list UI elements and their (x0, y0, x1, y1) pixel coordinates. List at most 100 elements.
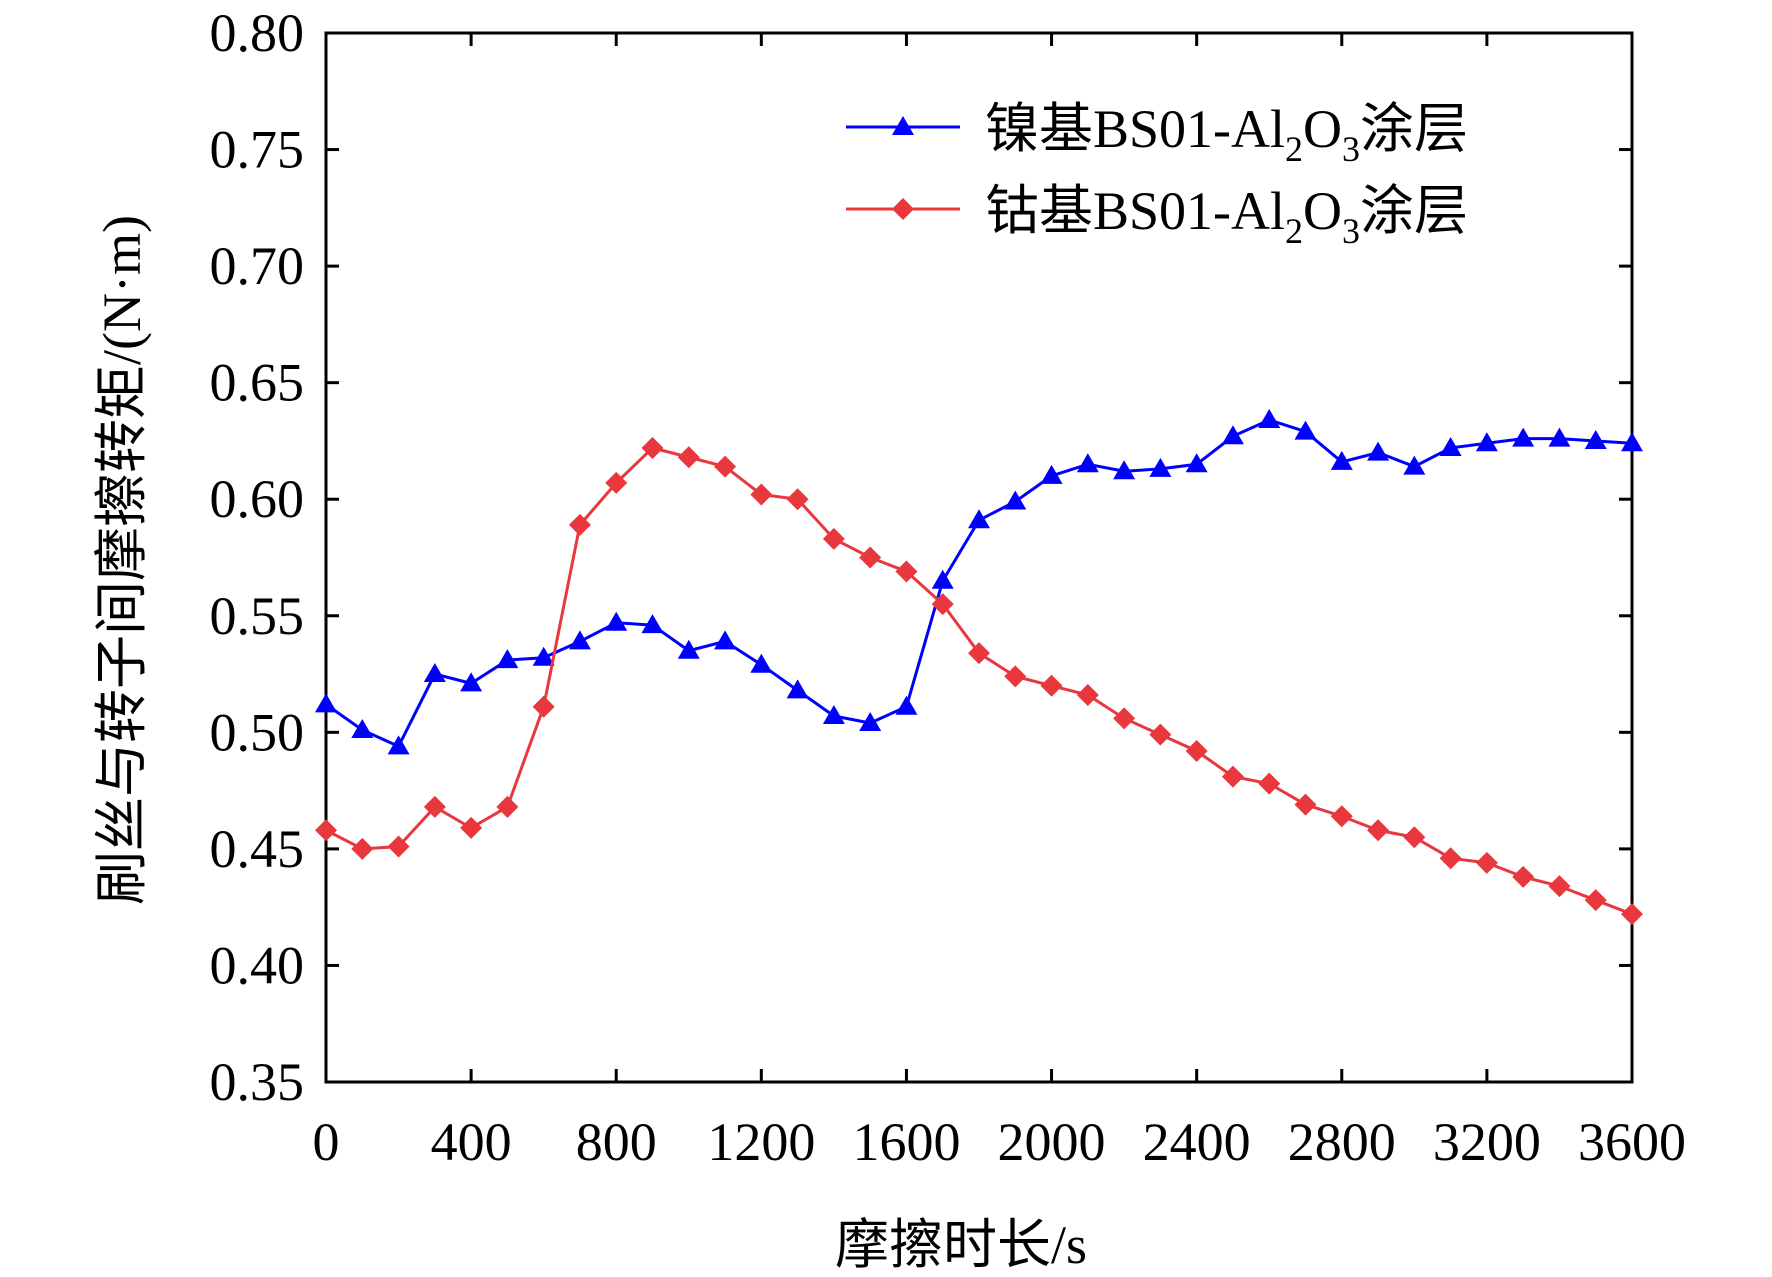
data-point-diamond (568, 513, 591, 536)
data-point-triangle (387, 735, 410, 755)
data-point-diamond (895, 560, 918, 583)
data-point-diamond (387, 835, 410, 858)
data-point-triangle (1439, 436, 1462, 456)
data-point-triangle (1185, 453, 1208, 473)
data-point-triangle (605, 611, 628, 631)
data-point-triangle (1294, 420, 1317, 440)
data-point-diamond (968, 642, 990, 665)
legend-label-suffix: 涂层 (1360, 181, 1468, 241)
data-point-diamond (1403, 826, 1426, 849)
y-axis-label: 刷丝与转子间摩擦转矩/(N·m) (92, 215, 152, 905)
data-point-triangle (641, 614, 664, 634)
data-point-triangle (677, 639, 700, 659)
legend-label-prefix: 镍基BS01-Al (985, 99, 1285, 159)
axes: 0 400 800 1200 1600 2000 2400 2800 3200 3600 0.35 0… (210, 3, 1687, 1172)
data-point-triangle (315, 693, 337, 713)
data-point-diamond (605, 471, 628, 494)
series-line (325, 418, 1633, 749)
data-point-diamond (859, 546, 882, 569)
x-tick-label: 3600 (1578, 1112, 1686, 1172)
y-tick-label: 0.55 (210, 586, 305, 646)
data-point-diamond (786, 488, 809, 511)
legend-label-subscript: 2 (1285, 129, 1303, 169)
x-tick-label: 0 (313, 1112, 340, 1172)
data-point-triangle (1330, 450, 1353, 470)
data-point-diamond (1113, 707, 1136, 730)
data-point-diamond (460, 816, 483, 839)
data-point-triangle (1258, 408, 1281, 428)
data-point-triangle (968, 509, 990, 529)
data-point-triangle (496, 649, 519, 669)
data-point-triangle (786, 679, 809, 699)
data-point-diamond (1076, 684, 1099, 707)
data-point-diamond (532, 695, 555, 718)
data-point-triangle (859, 712, 882, 732)
data-point-diamond (1040, 674, 1063, 697)
y-tick-label: 0.40 (210, 935, 305, 995)
legend-item-1: 镍基BS01-Al2O3涂层 (846, 99, 1468, 169)
data-point-triangle (714, 630, 737, 650)
legend-label: 钴基BS01-Al2O3涂层 (985, 181, 1468, 251)
data-point-diamond (1185, 739, 1208, 762)
data-point-diamond (1621, 903, 1643, 926)
legend-label-prefix: 钴基BS01-Al (985, 181, 1285, 241)
x-tick-label: 2800 (1288, 1112, 1396, 1172)
data-point-triangle (931, 569, 954, 589)
data-point-triangle (822, 705, 845, 725)
data-point-triangle (750, 653, 773, 673)
data-point-diamond (1439, 847, 1462, 870)
data-point-triangle (1512, 427, 1535, 447)
data-point-triangle (892, 116, 914, 135)
data-point-diamond (1294, 793, 1317, 816)
data-point-triangle (532, 646, 555, 666)
x-tick-label: 1600 (852, 1112, 960, 1172)
data-point-diamond (892, 198, 914, 220)
data-point-diamond (931, 593, 954, 616)
data-point-diamond (423, 795, 446, 818)
data-point-diamond (1330, 805, 1353, 828)
plot-frame (324, 31, 1634, 1084)
x-tick-label: 1200 (707, 1112, 815, 1172)
data-point-diamond (822, 527, 845, 550)
legend-label-mid: O (1303, 181, 1342, 241)
data-point-triangle (460, 672, 483, 692)
data-point-diamond (750, 483, 773, 506)
data-point-triangle (351, 719, 374, 739)
data-point-diamond (1548, 875, 1571, 898)
data-point-triangle (1149, 457, 1172, 477)
data-point-triangle (1475, 432, 1498, 452)
y-tick-label: 0.60 (210, 469, 305, 529)
x-tick-label: 2000 (998, 1112, 1106, 1172)
legend-label: 镍基BS01-Al2O3涂层 (985, 99, 1468, 169)
x-tick-label: 2400 (1143, 1112, 1251, 1172)
legend-label-suffix: 涂层 (1360, 99, 1468, 159)
series-1 (315, 408, 1643, 755)
legend-item-2: 钴基BS01-Al2O3涂层 (846, 181, 1468, 251)
y-tick-label: 0.50 (210, 702, 305, 762)
data-point-diamond (1149, 723, 1172, 746)
data-point-diamond (1512, 865, 1535, 888)
y-tick-label: 0.70 (210, 236, 305, 296)
x-tick-label: 800 (576, 1112, 657, 1172)
legend-label-subscript: 3 (1342, 211, 1360, 251)
y-tick-label: 0.75 (210, 120, 305, 180)
y-tick-label: 0.80 (210, 3, 305, 63)
legend-label-mid: O (1303, 99, 1342, 159)
y-tick-label: 0.35 (210, 1052, 305, 1112)
data-point-diamond (641, 436, 664, 459)
data-point-diamond (1367, 819, 1390, 842)
data-point-triangle (423, 663, 446, 683)
data-point-diamond (1584, 889, 1607, 912)
x-tick-label: 400 (431, 1112, 512, 1172)
x-axis-label: 摩擦时长/s (835, 1215, 1087, 1275)
data-point-triangle (1221, 425, 1244, 445)
series-layer (315, 408, 1643, 926)
data-point-triangle (1367, 441, 1390, 461)
series-2 (315, 436, 1643, 926)
data-point-triangle (1076, 453, 1099, 473)
data-point-diamond (1221, 765, 1244, 788)
data-point-triangle (895, 695, 918, 715)
data-point-triangle (1584, 429, 1607, 449)
